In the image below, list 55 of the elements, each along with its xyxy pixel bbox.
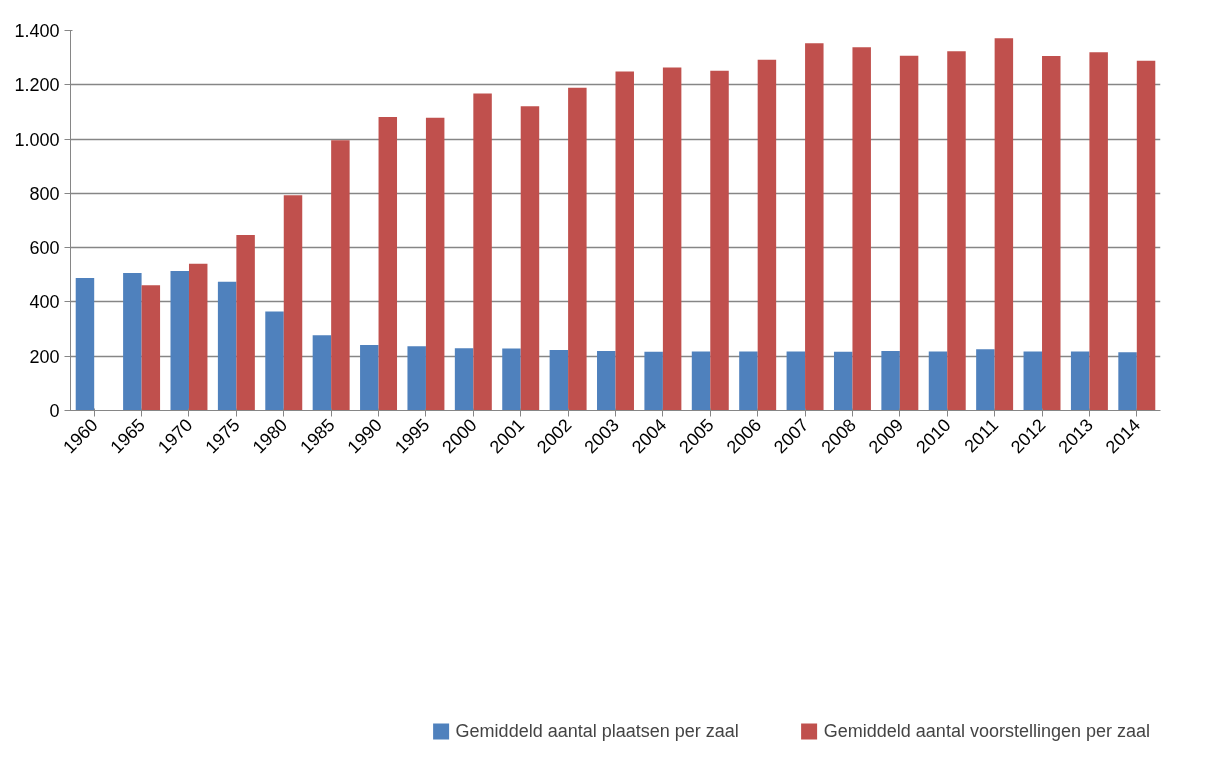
bar bbox=[805, 43, 824, 411]
y-tick-label: 200 bbox=[29, 346, 60, 367]
bar bbox=[1042, 56, 1061, 411]
bar bbox=[425, 117, 445, 411]
legend-label: Gemiddeld aantal voorstellingen per zaal bbox=[823, 720, 1150, 742]
bar bbox=[976, 349, 995, 411]
bar bbox=[283, 195, 303, 411]
bar bbox=[881, 351, 900, 411]
bar bbox=[549, 349, 569, 411]
bar bbox=[928, 351, 948, 411]
y-tick-label: 600 bbox=[29, 238, 60, 259]
bar bbox=[568, 87, 587, 411]
bar bbox=[1089, 52, 1108, 411]
y-tick-label: 1.400 bbox=[14, 21, 60, 41]
bar bbox=[739, 351, 758, 411]
y-tick-label: 1.000 bbox=[14, 129, 60, 150]
bar bbox=[597, 351, 616, 411]
bar bbox=[360, 345, 379, 411]
bar bbox=[170, 270, 189, 411]
bar bbox=[1136, 60, 1156, 411]
bar bbox=[1070, 351, 1090, 411]
bar bbox=[947, 51, 966, 411]
bar bbox=[378, 117, 398, 411]
bar bbox=[407, 346, 426, 411]
bar bbox=[312, 335, 332, 411]
legend-label: Gemiddeld aantal plaatsen per zaal bbox=[455, 720, 739, 742]
bar bbox=[615, 71, 634, 411]
bar bbox=[662, 67, 682, 411]
bar bbox=[141, 285, 161, 411]
bar bbox=[331, 140, 350, 411]
bar bbox=[786, 351, 806, 411]
bar bbox=[710, 70, 729, 411]
bar bbox=[217, 281, 237, 411]
bar bbox=[833, 351, 853, 411]
bar bbox=[520, 106, 540, 411]
bar bbox=[691, 351, 711, 411]
bar bbox=[1023, 351, 1043, 411]
bar bbox=[757, 59, 777, 411]
bar bbox=[899, 55, 919, 411]
y-tick-label: 1.200 bbox=[14, 75, 60, 96]
bar bbox=[502, 348, 521, 411]
bar bbox=[123, 272, 142, 411]
bar bbox=[994, 38, 1014, 411]
y-tick-label: 0 bbox=[49, 401, 60, 421]
bar bbox=[236, 234, 255, 411]
bar bbox=[852, 47, 871, 411]
bar bbox=[265, 311, 284, 411]
y-tick-label: 800 bbox=[29, 183, 60, 204]
bar bbox=[75, 278, 95, 411]
bar bbox=[644, 351, 663, 411]
y-tick-label: 400 bbox=[29, 292, 60, 313]
bar bbox=[454, 348, 474, 411]
bar bbox=[188, 263, 208, 411]
bar bbox=[1118, 352, 1137, 411]
bar bbox=[473, 93, 492, 411]
